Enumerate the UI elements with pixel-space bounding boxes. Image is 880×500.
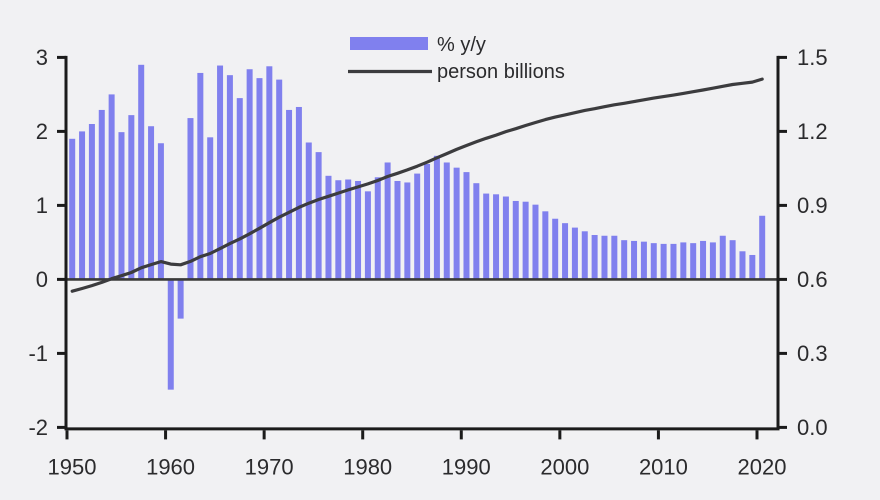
growth-bar-2016 [719,235,726,280]
growth-bar-1958 [148,126,155,280]
growth-bar-1980 [364,191,371,280]
growth-bar-1955 [118,132,125,280]
left-axis-label: 0 [36,267,48,292]
growth-bar-2000 [562,223,569,280]
growth-bar-1967 [236,98,243,280]
growth-bar-2005 [611,235,618,280]
growth-bar-2013 [690,243,697,280]
growth-bar-1974 [305,142,312,280]
left-axis-label: -1 [28,341,48,366]
left-axis-label: 2 [36,119,48,144]
x-axis-label: 1950 [48,455,97,480]
legend-bar-swatch-icon [350,37,428,50]
growth-bar-1952 [88,124,95,280]
growth-bar-2001 [571,227,578,280]
x-axis-label: 2020 [738,455,787,480]
x-axis-label: 1970 [245,455,294,480]
growth-bar-1987 [433,155,440,280]
growth-bar-1994 [502,196,509,280]
growth-bar-1983 [394,180,401,280]
growth-bar-2007 [631,240,638,280]
left-axis-label: 1 [36,193,48,218]
growth-bar-1978 [345,179,352,280]
growth-bar-1962 [187,118,194,280]
growth-bar-1996 [522,201,529,280]
growth-bar-2011 [670,243,677,280]
growth-bar-2019 [749,254,756,280]
growth-bar-1951 [79,131,86,280]
growth-bar-1973 [295,106,302,280]
x-axis-label: 1980 [343,455,392,480]
growth-bar-1991 [473,183,480,280]
left-axis-label: -2 [28,415,48,440]
growth-bar-1979 [355,180,362,280]
growth-bar-1988 [443,162,450,280]
growth-bar-2002 [581,231,588,280]
growth-bar-1995 [512,200,519,280]
growth-bar-1969 [256,78,263,280]
growth-bar-2020 [759,215,766,280]
growth-bar-1954 [108,94,115,280]
growth-bar-1957 [138,64,145,280]
growth-bar-1997 [532,204,539,280]
growth-bar-2003 [591,235,598,280]
growth-bar-1959 [157,143,164,280]
growth-bar-2015 [709,242,716,280]
growth-bar-1993 [493,194,500,280]
growth-bar-2018 [739,251,746,280]
growth-bar-1971 [276,79,283,280]
growth-bar-1960 [167,279,174,390]
growth-bar-1990 [463,172,470,280]
growth-bar-2012 [680,242,687,280]
legend-line-label: person billions [437,61,565,83]
growth-bar-2017 [729,240,736,280]
growth-bar-1986 [424,163,431,280]
left-axis-label: 3 [36,45,48,70]
growth-bar-2009 [650,243,657,280]
growth-bar-1970 [266,66,273,280]
growth-bar-1999 [552,218,559,280]
growth-bar-1975 [315,152,322,280]
growth-bar-1976 [325,175,332,280]
legend-bar-label: % y/y [437,34,486,56]
growth-bar-1950 [69,138,76,280]
right-axis-label: 0.6 [797,267,828,292]
growth-bar-1961 [177,279,184,319]
right-axis-label: 0.3 [797,341,828,366]
growth-bar-1998 [542,211,549,280]
growth-bar-1982 [384,162,391,280]
right-axis-label: 0.0 [797,415,828,440]
growth-bar-1964 [207,137,214,280]
growth-bar-1977 [335,180,342,280]
x-axis-label: 1960 [146,455,195,480]
growth-bar-1984 [404,182,411,280]
growth-bar-1968 [246,69,253,280]
growth-bar-1972 [286,109,293,280]
growth-bar-1985 [414,173,421,280]
growth-bar-2008 [640,241,647,280]
growth-bar-1963 [197,72,204,280]
growth-bar-1989 [453,167,460,280]
growth-bar-2006 [621,240,628,280]
growth-bar-1966 [226,75,233,280]
growth-bar-1956 [128,115,135,280]
growth-bar-1965 [217,65,224,280]
growth-bar-1992 [483,193,490,280]
x-axis-label: 2000 [540,455,589,480]
x-axis-label: 2010 [639,455,688,480]
right-axis-label: 1.2 [797,119,828,144]
population-line [70,77,764,293]
right-axis-label: 1.5 [797,45,828,70]
x-axis-label: 1990 [442,455,491,480]
growth-bar-1953 [98,109,105,280]
growth-bar-2010 [660,243,667,280]
growth-bar-2004 [601,235,608,280]
growth-bar-2014 [700,240,707,280]
growth-bar-1981 [374,177,381,280]
right-axis-label: 0.9 [797,193,828,218]
